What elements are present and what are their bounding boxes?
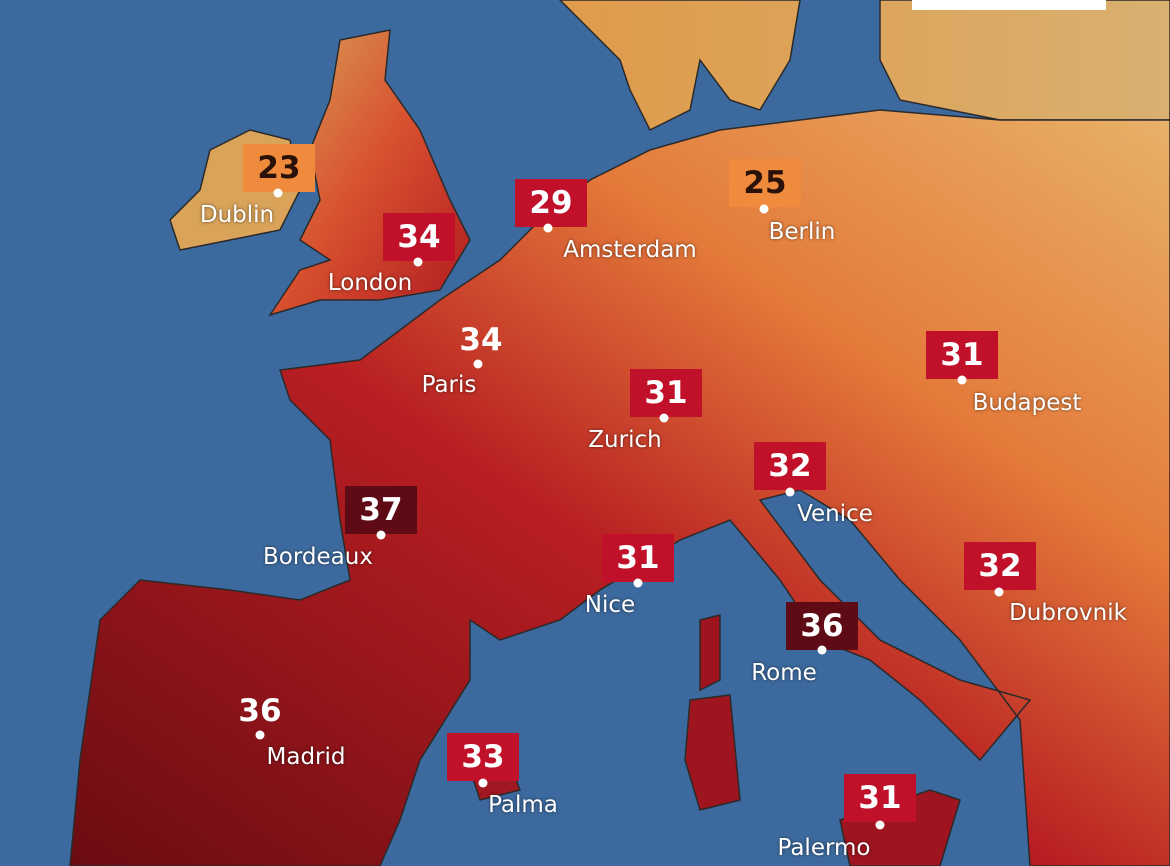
temperature-badge: 34 xyxy=(459,322,503,358)
city-label: Dubrovnik xyxy=(1009,600,1127,626)
city-dot xyxy=(273,188,283,198)
temperature-badge: 37 xyxy=(345,486,417,534)
city-label: Dublin xyxy=(199,202,275,228)
temperature-badge: 33 xyxy=(447,733,519,781)
temperature-badge: 36 xyxy=(786,602,858,650)
city-dot xyxy=(376,530,386,540)
land-corsica-sardinia xyxy=(684,614,741,811)
caption-box xyxy=(912,0,1106,10)
city-dot xyxy=(255,730,265,740)
temperature-badge: 29 xyxy=(515,179,587,227)
city-dot xyxy=(413,257,423,267)
city-dot xyxy=(957,375,967,385)
city-label: London xyxy=(327,270,413,296)
city-label: Venice xyxy=(797,501,873,527)
city-label: Nice xyxy=(584,592,636,618)
city-label: Bordeaux xyxy=(263,544,373,570)
temperature-badge: 25 xyxy=(729,159,801,207)
city-label: Budapest xyxy=(972,390,1082,416)
city-label: Berlin xyxy=(768,219,836,245)
city-label: Paris xyxy=(421,372,477,398)
city-label: Amsterdam xyxy=(563,237,697,263)
city-label: Palermo xyxy=(777,835,871,861)
city-dot xyxy=(759,204,769,214)
city-dot xyxy=(633,578,643,588)
city-dot xyxy=(817,645,827,655)
temperature-badge: 31 xyxy=(602,534,674,582)
city-dot xyxy=(478,778,488,788)
temperature-badge: 34 xyxy=(383,213,455,261)
city-label: Palma xyxy=(488,792,558,818)
temperature-badge: 31 xyxy=(630,369,702,417)
city-dot xyxy=(875,820,885,830)
city-label: Madrid xyxy=(266,744,346,770)
city-dot xyxy=(543,223,553,233)
temperature-badge: 31 xyxy=(926,331,998,379)
temperature-badge: 32 xyxy=(754,442,826,490)
city-dot xyxy=(473,359,483,369)
city-label: Rome xyxy=(751,660,817,686)
temperature-badge: 23 xyxy=(243,144,315,192)
city-dot xyxy=(994,587,1004,597)
city-dot xyxy=(785,487,795,497)
city-label: Zurich xyxy=(588,427,662,453)
temperature-badge: 31 xyxy=(844,774,916,822)
temperature-badge: 36 xyxy=(238,693,282,729)
land-europe xyxy=(69,109,1170,866)
city-dot xyxy=(659,413,669,423)
temperature-badge: 32 xyxy=(964,542,1036,590)
